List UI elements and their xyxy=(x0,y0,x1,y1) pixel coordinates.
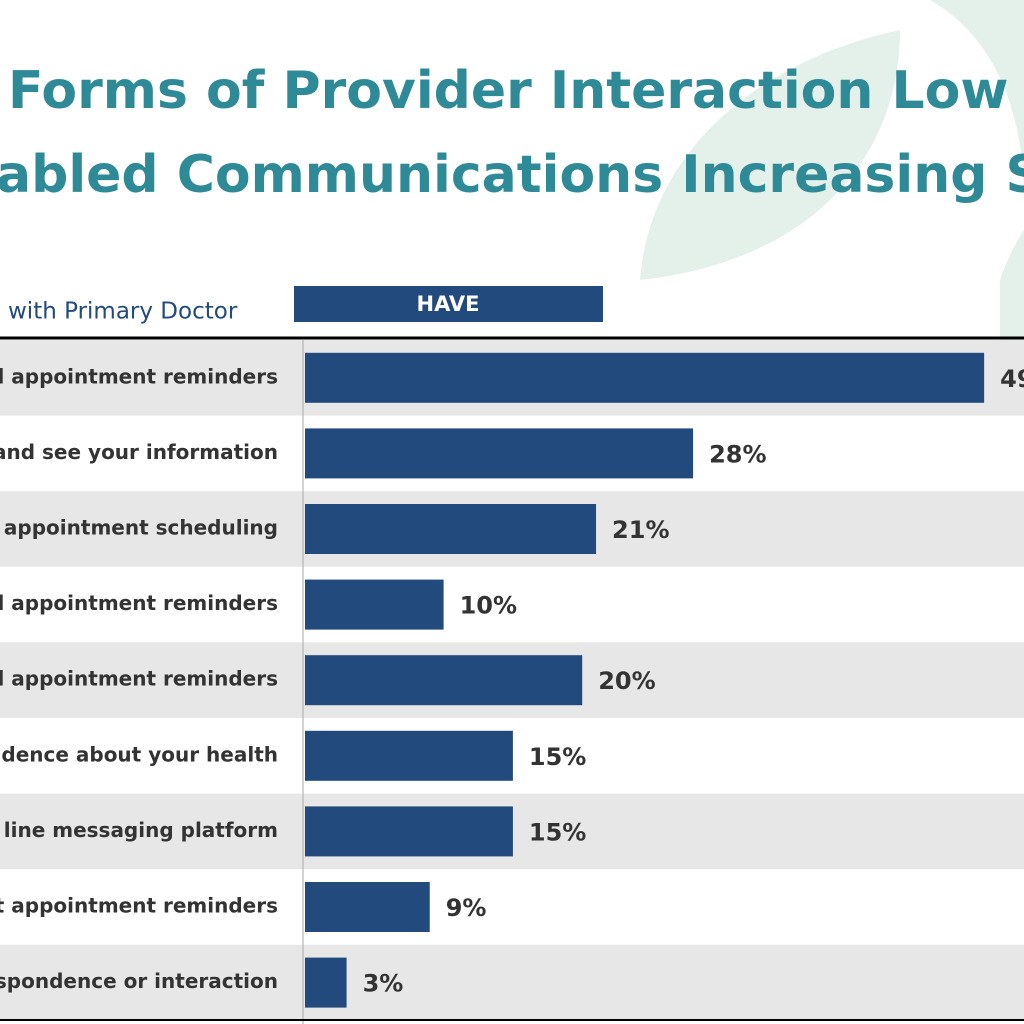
value-label: 10% xyxy=(460,592,517,620)
chart-title: abled Communications Increasing S xyxy=(0,145,1024,205)
leaf xyxy=(930,0,1024,200)
category-label: il appointment reminders xyxy=(0,364,278,388)
bar xyxy=(305,882,430,932)
axis-label: with Primary Doctor xyxy=(8,299,238,325)
value-label: 15% xyxy=(529,743,586,771)
header-box xyxy=(294,286,603,322)
background-leaves xyxy=(640,0,1024,340)
bar xyxy=(305,428,694,479)
bar xyxy=(305,730,513,781)
bar xyxy=(305,655,583,706)
bar xyxy=(305,352,985,403)
value-label: 9% xyxy=(446,894,487,922)
category-label: ndence about your health xyxy=(0,742,278,766)
value-label: 28% xyxy=(709,440,766,468)
category-label: t appointment reminders xyxy=(0,894,278,918)
bar xyxy=(305,806,513,857)
value-label: 3% xyxy=(363,970,404,998)
value-label: 49% xyxy=(1000,365,1024,393)
value-label: 15% xyxy=(529,818,586,846)
chart-title: Forms of Provider Interaction Low xyxy=(8,61,1008,121)
rows: il appointment reminders 49% and see your … xyxy=(0,340,1024,1021)
category-label: e appointment scheduling xyxy=(0,516,278,540)
value-label: 20% xyxy=(598,667,655,695)
bar xyxy=(305,504,597,554)
category-label: espondence or interaction xyxy=(0,969,278,993)
value-label: 21% xyxy=(612,516,669,544)
leaf xyxy=(640,30,900,280)
category-label: il appointment reminders xyxy=(0,667,278,691)
row-band xyxy=(0,944,1024,1021)
bar xyxy=(305,579,444,630)
leaf xyxy=(1000,230,1024,340)
category-label: and see your information xyxy=(0,440,278,464)
category-label: il appointment reminders xyxy=(0,591,278,615)
header-label: HAVE xyxy=(417,292,480,316)
bar xyxy=(305,957,347,1008)
category-label: line messaging platform xyxy=(4,818,278,842)
